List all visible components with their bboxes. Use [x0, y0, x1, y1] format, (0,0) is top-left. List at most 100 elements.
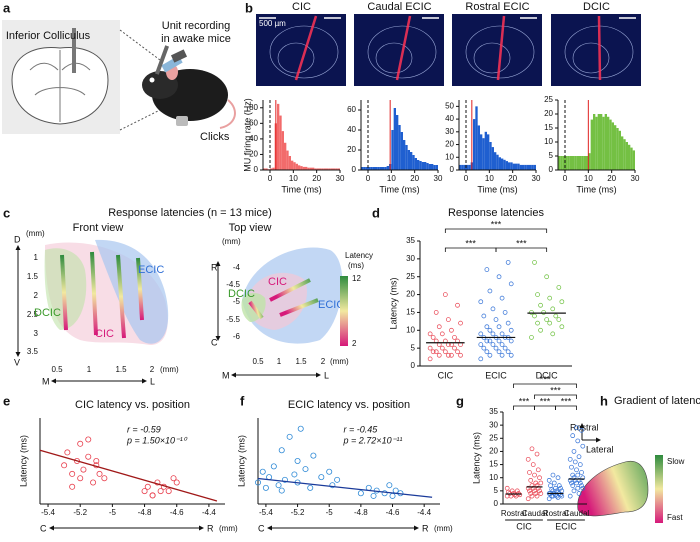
histogram-bar — [393, 108, 396, 170]
significance-bracket — [534, 394, 577, 399]
y-tick-label: 80 — [249, 103, 258, 112]
data-point — [259, 468, 266, 475]
y-axis-label: Latency (ms) — [471, 432, 481, 484]
data-point — [537, 488, 542, 494]
panel-label: b — [245, 0, 253, 15]
data-point — [493, 345, 499, 351]
tick-label: -4.5 — [226, 280, 240, 289]
y-tick-label: 15 — [406, 308, 415, 317]
data-point — [535, 320, 540, 326]
data-point — [550, 331, 556, 337]
histogram-bar — [503, 159, 506, 170]
data-point — [173, 479, 180, 486]
y-tick-label: 20 — [544, 109, 553, 118]
data-point — [505, 320, 511, 326]
histogram-bar — [621, 136, 624, 170]
data-point — [493, 317, 499, 322]
histogram-bar — [473, 119, 476, 170]
histogram-bar — [494, 152, 497, 170]
histogram-bar — [309, 167, 312, 170]
histogram-bar — [319, 168, 322, 170]
data-point — [427, 356, 433, 362]
x-tick-label: Caudal — [522, 509, 548, 518]
histogram-bar — [501, 158, 504, 170]
histogram-bar — [519, 164, 522, 170]
axis-end: D — [14, 234, 21, 244]
data-point — [508, 327, 514, 333]
stat-label: r = -0.45 — [344, 424, 379, 434]
histogram-bar — [484, 131, 487, 170]
data-point — [547, 320, 553, 326]
data-point — [452, 335, 457, 340]
data-point — [386, 482, 393, 489]
data-point — [487, 338, 493, 344]
histogram-bar — [270, 168, 273, 170]
data-point — [502, 310, 508, 315]
histogram-bar — [272, 167, 275, 170]
data-point — [556, 285, 562, 290]
histogram-bar — [565, 156, 568, 170]
data-point — [496, 338, 502, 344]
significance-label: *** — [491, 219, 502, 229]
histogram-bar — [623, 139, 626, 170]
x-tick-label: 30 — [631, 174, 640, 183]
axis-end: M — [42, 376, 50, 386]
y-tick-label: 0 — [549, 165, 554, 174]
y-tick-label: 0 — [352, 165, 357, 174]
chart-title: Caudal ECIC — [367, 1, 431, 13]
significance-label: *** — [550, 385, 561, 395]
data-point — [572, 459, 578, 465]
histogram-bar — [361, 167, 364, 170]
fit-line — [39, 449, 218, 502]
histogram-bar — [396, 115, 399, 170]
data-point — [141, 488, 148, 495]
histogram-bar — [475, 106, 478, 170]
histogram-bar — [604, 114, 607, 170]
panel-title: Response latencies (n = 13 mice) — [108, 207, 272, 219]
data-point — [262, 484, 269, 491]
chart-title: Response latencies — [448, 207, 545, 219]
chart-title: ECIC latency vs. position — [288, 399, 410, 411]
electrode-track — [395, 15, 412, 81]
axis-end: C — [40, 523, 47, 533]
y-tick-label: 20 — [445, 140, 454, 149]
histogram-bar — [632, 150, 635, 170]
data-point — [490, 306, 496, 312]
x-tick-label: -5.4 — [259, 508, 273, 517]
data-point — [458, 320, 463, 326]
tick-label: 1 — [87, 365, 92, 374]
data-point — [551, 480, 557, 486]
data-point — [550, 306, 556, 312]
data-point — [559, 488, 565, 494]
histogram-bar — [569, 156, 572, 170]
y-tick-label: 35 — [489, 407, 498, 416]
y-tick-label: 0 — [411, 361, 416, 370]
histogram-bar — [386, 166, 389, 170]
data-point — [532, 488, 537, 494]
panel-label: h — [600, 393, 608, 408]
x-tick-label: CIC — [438, 370, 454, 380]
stat-label: r = -0.59 — [127, 424, 161, 434]
data-point — [567, 493, 573, 499]
tick-label: 1 — [277, 357, 282, 366]
data-point — [577, 480, 583, 486]
histogram-bar — [616, 128, 619, 170]
y-tick-label: 5 — [411, 343, 416, 352]
histogram-bar — [611, 122, 614, 170]
histogram-bar — [590, 119, 593, 170]
x-tick-label: -4.8 — [354, 508, 368, 517]
histogram-bar — [288, 156, 291, 170]
data-point — [455, 349, 460, 355]
data-point — [77, 475, 84, 482]
data-point — [278, 447, 285, 454]
data-point — [77, 440, 84, 447]
data-point — [554, 488, 560, 494]
x-axis-label: Time (ms) — [379, 184, 419, 194]
data-point — [577, 462, 583, 467]
y-tick-label: 10 — [445, 152, 454, 161]
micrograph — [551, 14, 641, 86]
data-point — [576, 477, 582, 483]
x-tick-label: -4.6 — [170, 508, 184, 517]
y-axis-label: Latency (ms) — [388, 277, 398, 329]
colorbar — [655, 455, 663, 523]
